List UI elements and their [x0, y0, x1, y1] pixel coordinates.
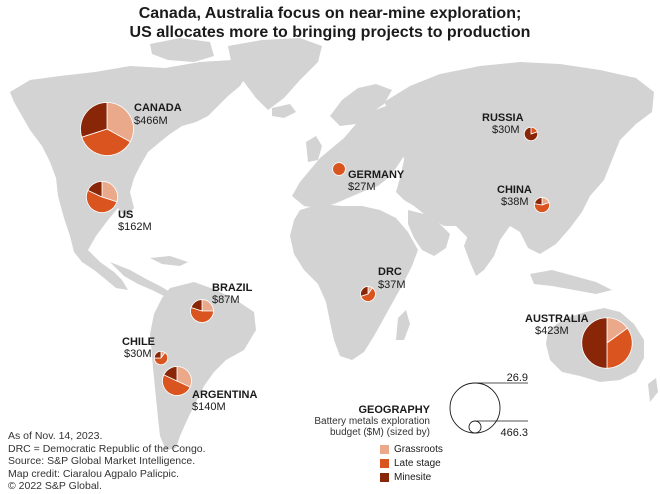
- pie-slice-canada-late-stage: [81, 128, 131, 156]
- pie-slice-china-minesite: [534, 197, 543, 206]
- label-chile-value: $30M: [124, 348, 152, 360]
- label-china-name: CHINA: [497, 184, 532, 196]
- chart-title: Canada, Australia focus on near-mine exp…: [0, 4, 660, 42]
- land-caribbean: [150, 256, 188, 266]
- land-arctic-islands: [150, 38, 214, 62]
- note-copyright: © 2022 S&P Global.: [8, 480, 102, 493]
- label-china-value: $38M: [501, 196, 529, 208]
- land-new-zealand: [648, 378, 658, 402]
- label-australia-name: AUSTRALIA: [525, 313, 589, 325]
- pie-slice-us-late-stage: [85, 189, 118, 214]
- land-south-america: [150, 282, 256, 450]
- footnotes: As of Nov. 14, 2023. DRC = Democratic Re…: [8, 430, 206, 493]
- label-drc-name: DRC: [378, 266, 402, 278]
- size-legend-small-value: 26.9: [507, 372, 528, 384]
- legend-swatch-late-stage: [380, 459, 389, 468]
- land-europe: [292, 106, 412, 208]
- land-arabia: [408, 210, 450, 256]
- pie-slice-chile-late-stage: [153, 352, 169, 366]
- pie-slice-drc-minesite: [360, 286, 369, 297]
- size-legend: 26.9 466.3: [449, 372, 528, 439]
- label-australia-value: $423M: [535, 325, 569, 337]
- label-germany-value: $27M: [348, 181, 376, 193]
- pie-slice-us-grassroots: [101, 180, 118, 203]
- label-canada-name: CANADA: [134, 102, 182, 114]
- label-germany-name: GERMANY: [348, 169, 405, 181]
- pie-slice-australia-minesite: [581, 317, 608, 369]
- land-japan: [576, 164, 594, 196]
- legend-title: GEOGRAPHY: [358, 404, 430, 416]
- pie-slice-canada-minesite: [80, 102, 108, 138]
- legend-subtitle-line-2: budget ($M) (sized by): [329, 427, 430, 438]
- label-brazil-name: BRAZIL: [212, 282, 253, 294]
- pie-slice-argentina-minesite: [163, 366, 178, 382]
- legend-label-late-stage: Late stage: [394, 458, 441, 469]
- pie-slice-drc-late-stage: [360, 287, 376, 302]
- land-southeast-asia-islands: [530, 270, 612, 294]
- title-line-1: Canada, Australia focus on near-mine exp…: [138, 5, 522, 22]
- legend-label-minesite: Minesite: [394, 472, 432, 483]
- label-argentina-name: ARGENTINA: [192, 389, 257, 401]
- note-date: As of Nov. 14, 2023.: [8, 430, 103, 442]
- pie-slice-brazil-late-stage: [190, 306, 214, 323]
- title-line-2: US allocates more to bringing projects t…: [129, 24, 531, 41]
- land-india: [464, 230, 500, 276]
- land-iceland: [272, 104, 296, 118]
- pie-slice-us-minesite: [87, 180, 103, 198]
- land-asia: [384, 62, 654, 254]
- pie-slice-brazil-minesite: [190, 299, 203, 312]
- pie-slice-chile-minesite: [153, 350, 162, 359]
- label-drc-value: $37M: [378, 279, 406, 291]
- label-us-name: US: [118, 209, 133, 221]
- land-madagascar: [396, 310, 410, 340]
- note-source: Source: S&P Global Market Intelligence.: [8, 455, 196, 468]
- label-russia-name: RUSSIA: [482, 112, 524, 124]
- legend-swatch-minesite: [380, 473, 389, 482]
- pie-slice-germany-late-stage: [332, 162, 346, 176]
- land-africa: [290, 204, 418, 360]
- land-central-america: [110, 262, 174, 300]
- pie-slice-argentina-grassroots: [176, 366, 192, 388]
- size-legend-small-circle: [468, 420, 482, 434]
- label-us-value: $162M: [118, 221, 152, 233]
- pie-slice-argentina-late-stage: [162, 374, 191, 396]
- land-scandinavia: [330, 84, 392, 126]
- label-brazil-value: $87M: [212, 294, 240, 306]
- label-chile-name: CHILE: [122, 336, 155, 348]
- label-argentina-value: $140M: [192, 401, 226, 413]
- pie-slice-russia-minesite: [523, 126, 539, 142]
- pie-slice-australia-late-stage: [606, 327, 633, 369]
- land-greenland: [228, 38, 322, 110]
- label-layer: CANADA $466M US $162M GERMANY $27M RUSSI…: [118, 102, 589, 413]
- pie-slice-china-late-stage: [534, 202, 550, 213]
- note-drc: DRC = Democratic Republic of the Congo.: [8, 442, 206, 455]
- size-legend-large-value: 466.3: [500, 427, 528, 439]
- label-russia-value: $30M: [492, 124, 520, 136]
- land-north-america: [10, 60, 250, 290]
- size-legend-large-circle: [449, 382, 501, 434]
- land-uk: [306, 136, 322, 162]
- legend-subtitle-line-1: Battery metals exploration: [314, 416, 430, 427]
- pie-slice-canada-grassroots: [106, 102, 134, 143]
- legend-subtitle: Battery metals exploration budget ($M) (…: [286, 416, 430, 438]
- legend-swatch-grassroots: [380, 445, 389, 454]
- land-masses: [10, 38, 658, 450]
- legend-label-grassroots: Grassroots: [394, 444, 443, 455]
- note-map-credit: Map credit: Ciaralou Agpalo Palicpic.: [8, 467, 180, 480]
- label-canada-value: $466M: [134, 115, 168, 127]
- pie-layer: [80, 102, 633, 396]
